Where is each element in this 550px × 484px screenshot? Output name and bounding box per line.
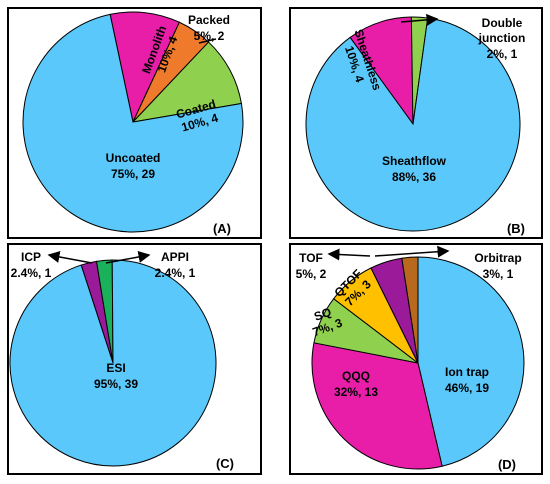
orbitrap-label: Orbitrap <box>474 251 521 265</box>
panel-label-b: (B) <box>507 221 525 236</box>
sheathflow-label: Sheathflow <box>382 154 447 168</box>
packed-label: Packed <box>188 13 230 27</box>
d-slice-ion-trap <box>417 256 525 467</box>
uncoated-label: Uncoated <box>106 151 161 165</box>
panel-a: Uncoated 75%, 29 Packed 5%, 2 Monolith 1… <box>7 7 262 239</box>
iontrap-label: Ion trap <box>445 365 489 379</box>
icp-label: ICP <box>21 250 41 264</box>
pie-chart-b: Sheathflow 88%, 36 Sheathless 10%, 4 Dou… <box>305 13 526 236</box>
orbitrap-arrow <box>374 245 450 258</box>
double-junction-label-1: Double <box>482 16 523 30</box>
panel-d: TOF 5%, 2 Orbitrap 3%, 1 Ion trap 46%, 1… <box>289 243 543 475</box>
tof-arrow <box>327 248 371 261</box>
uncoated-value: 75%, 29 <box>111 167 155 181</box>
panel-b: Sheathflow 88%, 36 Sheathless 10%, 4 Dou… <box>289 7 543 239</box>
sq-label: SQ <box>312 305 333 324</box>
orbitrap-value: 3%, 1 <box>483 267 514 281</box>
d-slice-qqq <box>311 342 443 470</box>
icp-value: 2.4%, 1 <box>11 266 52 280</box>
pie-chart-c: ICP 2.4%, 1 APPI 2.4%, 1 ESI 95%, 39 (C) <box>9 250 234 471</box>
panel-label-c: (C) <box>216 456 234 471</box>
panel-label-a: (A) <box>213 221 231 236</box>
sheathflow-value: 88%, 36 <box>392 170 436 184</box>
a-slice-coated <box>131 41 243 123</box>
panel-label-d: (D) <box>498 457 516 472</box>
tof-label: TOF <box>299 251 323 265</box>
qqq-label: QQQ <box>342 369 370 383</box>
pie-chart-a: Uncoated 75%, 29 Packed 5%, 2 Monolith 1… <box>22 11 244 236</box>
appi-arrow <box>105 251 151 264</box>
double-junction-arrow <box>400 13 439 26</box>
b-slice-sheathflow <box>305 17 521 232</box>
panel-c: ICP 2.4%, 1 APPI 2.4%, 1 ESI 95%, 39 (C) <box>7 243 262 475</box>
tof-value: 5%, 2 <box>296 267 327 281</box>
appi-label: APPI <box>161 250 189 264</box>
esi-label: ESI <box>106 361 125 375</box>
qqq-value: 32%, 13 <box>334 385 378 399</box>
iontrap-value: 46%, 19 <box>445 381 489 395</box>
a-slice-uncoated <box>22 13 244 233</box>
double-junction-label-2: junction <box>478 31 526 45</box>
double-junction-value: 2%, 1 <box>487 47 518 61</box>
appi-value: 2.4%, 1 <box>155 266 196 280</box>
packed-value: 5%, 2 <box>194 29 225 43</box>
pie-chart-d: TOF 5%, 2 Orbitrap 3%, 1 Ion trap 46%, 1… <box>296 245 525 472</box>
c-slice-esi <box>9 259 217 467</box>
icp-arrow <box>47 251 93 264</box>
d-slice-orbitrap <box>401 256 419 364</box>
packed-leader-line <box>198 38 217 44</box>
esi-value: 95%, 39 <box>94 377 138 391</box>
